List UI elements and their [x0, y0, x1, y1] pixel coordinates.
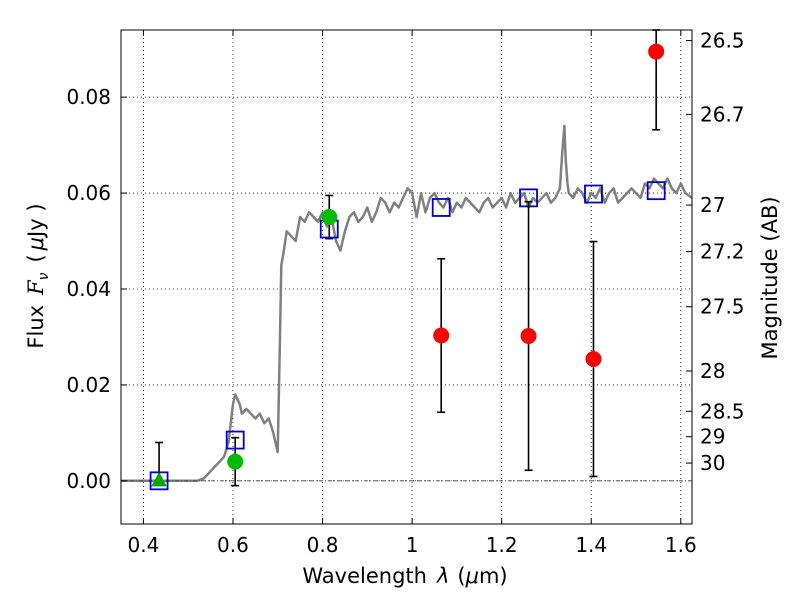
green-point-marker: [321, 209, 338, 226]
model-spectrum-layer: [121, 124, 693, 483]
model-square-marker: [584, 184, 603, 204]
upper-limit-marker: [151, 471, 167, 487]
model-square-marker: [431, 198, 451, 217]
y2-tick-label: 27.2: [700, 240, 745, 264]
x-axis-label: Wavelength λ (μm): [302, 564, 507, 588]
x-tick-label: 1.4: [575, 533, 607, 557]
x-tick-label: 1: [406, 533, 419, 557]
y2-tick-label: 26.5: [700, 29, 745, 53]
y2-tick-label: 28.5: [700, 399, 745, 423]
x-tick-label: 1.6: [665, 533, 697, 557]
y-tick-label: 0.00: [66, 469, 111, 493]
y-tick-label: 0.04: [66, 277, 111, 301]
red-point-marker: [520, 327, 537, 344]
y2-tick-label: 28: [700, 359, 725, 383]
red-point-marker: [648, 43, 665, 60]
x-tick-label: 1.2: [486, 533, 518, 557]
y2-tick-label: 27.5: [700, 295, 745, 319]
axis-ticks: 0.4 0.6 0.8 1 1.2 1.4 1.6 0.00 0.02 0.04 0.06 0.08 2…: [66, 29, 744, 557]
secondary-y-axis-label: Magnitude (AB): [758, 196, 782, 359]
y-tick-label: 0.02: [66, 373, 111, 397]
y-tick-label: 0.06: [66, 181, 111, 205]
model-spectrum-line: [121, 124, 693, 483]
green-point-marker: [227, 453, 244, 470]
y2-tick-label: 27: [700, 193, 725, 217]
y2-tick-label: 29: [700, 425, 725, 449]
y-tick-label: 0.08: [66, 85, 111, 109]
x-tick-label: 0.8: [307, 533, 339, 557]
data-points-layer: [149, 29, 666, 491]
model-square-marker: [225, 430, 245, 450]
x-tick-label: 0.4: [127, 533, 159, 557]
red-point-marker: [585, 351, 602, 368]
y2-tick-label: 30: [700, 451, 725, 475]
model-square-marker: [646, 181, 666, 201]
plot-frame: [120, 29, 693, 525]
model-square-marker: [149, 471, 169, 491]
y2-tick-label: 26.7: [700, 102, 745, 126]
red-point-marker: [433, 327, 450, 344]
x-tick-label: 0.6: [217, 533, 249, 557]
y-axis-label: FluxFν(μJy ): [24, 203, 52, 348]
grid: [121, 30, 692, 524]
